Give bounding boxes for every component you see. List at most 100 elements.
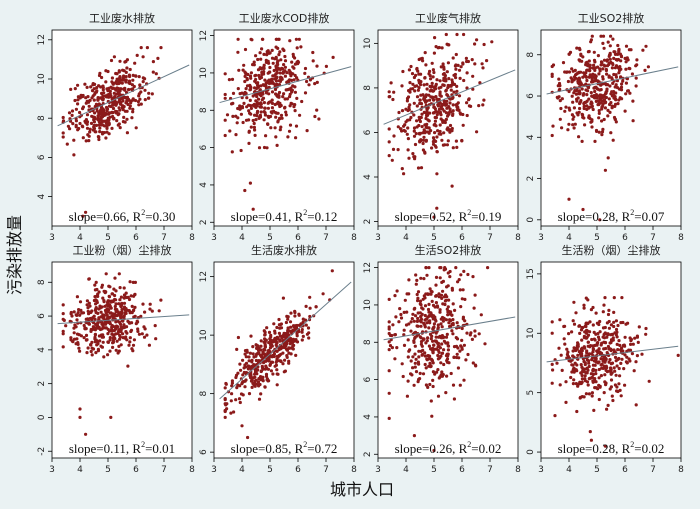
data-point xyxy=(451,109,455,113)
data-point xyxy=(278,323,282,327)
data-point xyxy=(125,131,129,135)
data-point xyxy=(456,63,460,67)
data-point xyxy=(615,364,619,368)
data-point xyxy=(250,358,254,362)
data-point xyxy=(236,87,240,91)
data-point xyxy=(612,115,617,120)
data-point xyxy=(305,129,309,133)
data-point xyxy=(407,68,411,72)
data-point xyxy=(550,381,554,385)
data-point xyxy=(431,361,435,365)
data-point xyxy=(567,332,571,336)
data-point xyxy=(254,118,258,122)
data-point xyxy=(433,87,437,91)
data-point xyxy=(87,104,91,108)
data-point xyxy=(402,172,406,176)
data-point xyxy=(159,298,163,302)
data-point xyxy=(400,84,404,88)
data-point xyxy=(438,276,442,280)
data-point xyxy=(102,316,106,320)
data-point xyxy=(558,99,562,103)
data-point xyxy=(411,82,415,86)
data-point xyxy=(409,115,413,120)
y-tick-label: 5 xyxy=(526,390,536,396)
data-point xyxy=(572,378,576,382)
data-point xyxy=(224,382,228,386)
panel-title: 工业废水COD排放 xyxy=(239,11,330,25)
data-point xyxy=(454,103,458,107)
data-point xyxy=(563,109,567,113)
data-point xyxy=(446,305,450,309)
data-point xyxy=(254,86,259,91)
data-point xyxy=(580,373,584,378)
data-point xyxy=(634,84,638,88)
data-point xyxy=(450,80,455,84)
data-point xyxy=(151,70,155,74)
data-point xyxy=(475,130,479,134)
data-point xyxy=(562,337,566,341)
data-point xyxy=(276,62,280,67)
data-point xyxy=(256,97,261,101)
data-point xyxy=(286,315,290,319)
data-point xyxy=(616,52,620,56)
data-point xyxy=(134,322,138,326)
data-point xyxy=(590,391,595,395)
data-point xyxy=(590,125,594,129)
data-point xyxy=(611,338,615,342)
data-point xyxy=(617,48,621,53)
data-point xyxy=(265,326,269,330)
data-point xyxy=(387,327,391,331)
data-point xyxy=(97,137,101,142)
data-point xyxy=(437,97,441,101)
data-point xyxy=(405,394,409,398)
data-point xyxy=(624,60,628,64)
data-point xyxy=(119,310,123,315)
data-point xyxy=(618,96,622,100)
data-point xyxy=(285,97,289,101)
data-point xyxy=(131,73,135,77)
data-point xyxy=(258,66,262,70)
data-point xyxy=(583,123,587,127)
data-point xyxy=(602,63,606,67)
data-point xyxy=(591,368,595,372)
data-point xyxy=(625,355,629,359)
data-point xyxy=(278,71,282,75)
data-point xyxy=(98,130,102,134)
data-point xyxy=(624,92,628,96)
data-point xyxy=(111,345,115,349)
data-point xyxy=(601,34,606,38)
data-point xyxy=(270,101,274,105)
data-point xyxy=(300,330,304,334)
data-point xyxy=(576,113,580,117)
data-point xyxy=(395,346,399,350)
data-point xyxy=(252,104,256,108)
data-point xyxy=(454,344,459,348)
y-tick-label: 4 xyxy=(37,193,47,199)
data-point xyxy=(104,310,108,314)
data-point xyxy=(94,306,98,310)
data-point xyxy=(99,344,103,348)
data-point xyxy=(596,54,601,58)
data-point xyxy=(469,104,473,108)
data-point xyxy=(226,390,231,394)
x-tick-label: 3 xyxy=(211,465,217,475)
data-point xyxy=(268,114,273,119)
data-point xyxy=(61,131,65,135)
data-point xyxy=(616,357,620,361)
data-point xyxy=(275,368,279,372)
data-point xyxy=(451,95,455,100)
data-point xyxy=(116,123,120,127)
data-point xyxy=(437,295,441,299)
data-point xyxy=(96,292,100,296)
x-tick-label: 3 xyxy=(538,233,544,243)
data-point xyxy=(100,107,104,112)
data-point xyxy=(112,117,116,121)
data-point xyxy=(583,71,587,75)
y-tick-label: 4 xyxy=(363,414,373,420)
data-point xyxy=(317,117,321,121)
data-point xyxy=(85,338,89,342)
data-point xyxy=(303,91,308,95)
data-point xyxy=(292,66,296,70)
data-point xyxy=(228,129,232,133)
